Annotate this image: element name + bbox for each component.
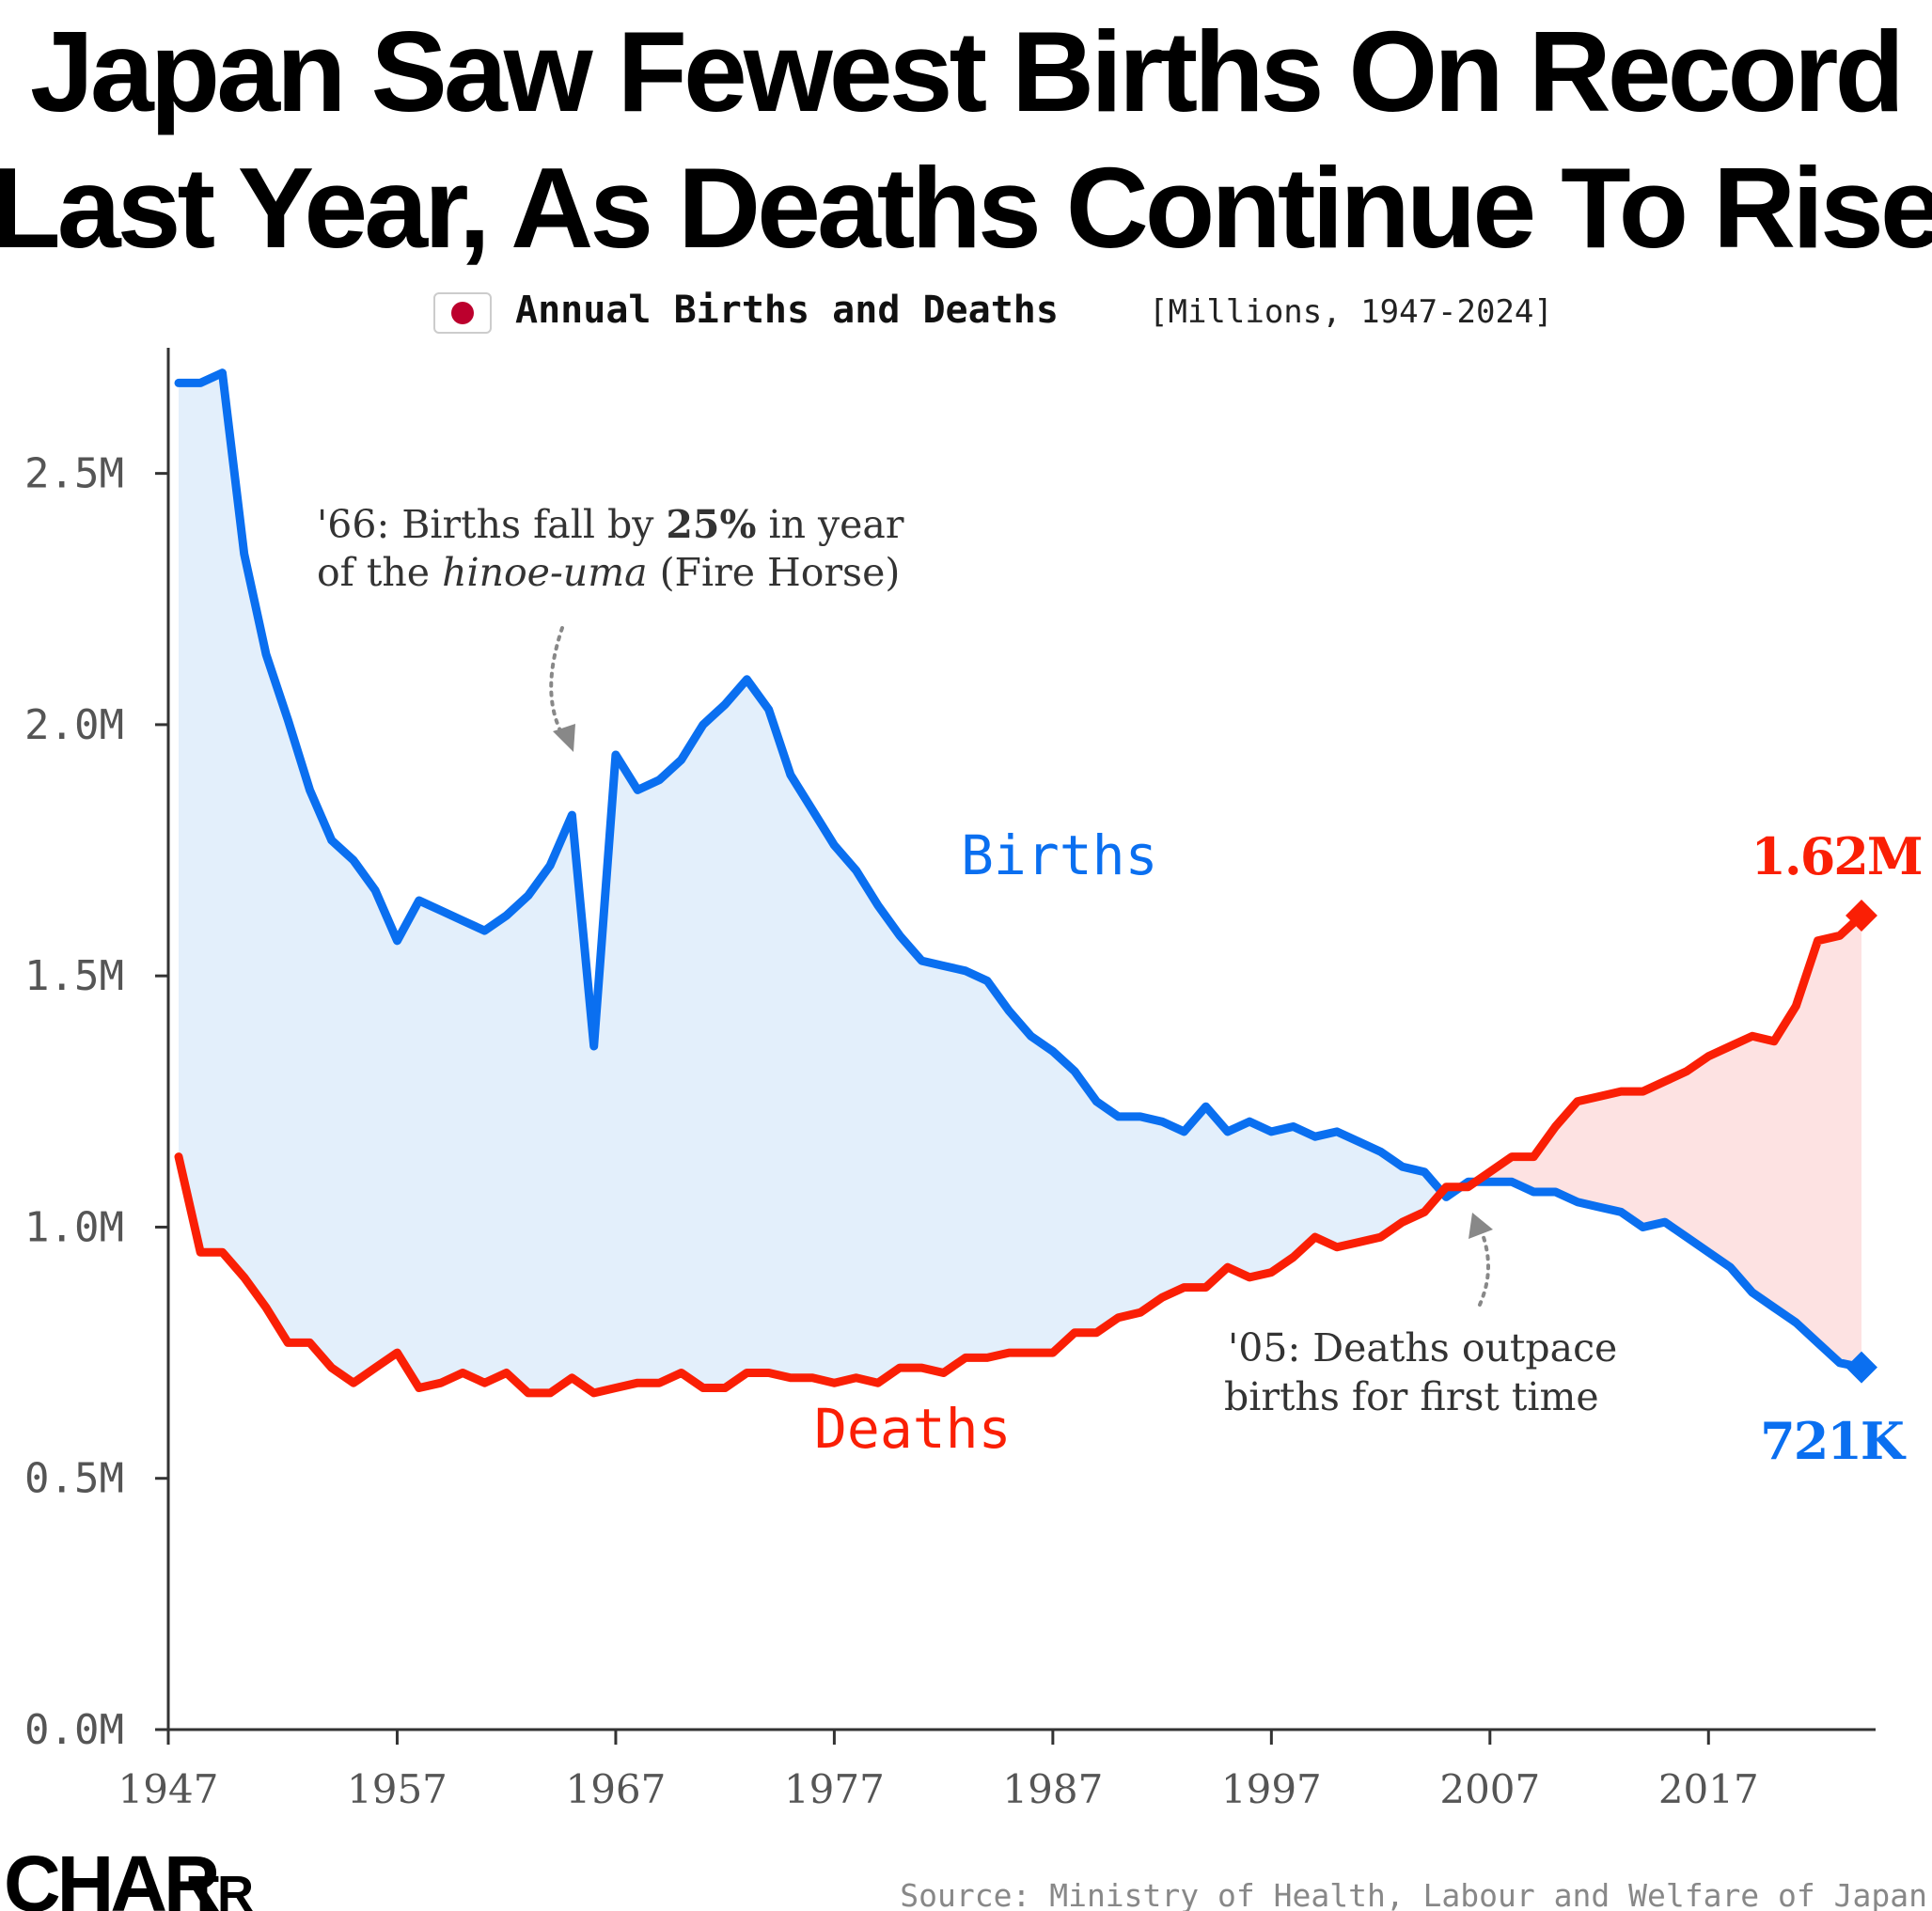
x-tick-label: 1997: [1221, 1766, 1322, 1812]
crossover-arrow: [1469, 1213, 1493, 1307]
x-tick-label: 1947: [118, 1766, 219, 1812]
x-tick-label: 1967: [565, 1766, 666, 1812]
japan-flag-icon: [433, 292, 492, 334]
x-tick-label: 1977: [784, 1766, 885, 1812]
logo-text-small: TR: [188, 1866, 253, 1911]
y-tick-label: 2.5M: [24, 450, 124, 498]
x-axis-ticks: 1947 1957 1967 1977 1987 1997 2007 2017: [118, 1730, 1759, 1812]
births-series-line: [174, 368, 1866, 1372]
chart-title-line-1: Japan Saw Fewest Births On Record: [30, 8, 1901, 135]
chart-title-line-2: Last Year, As Deaths Continue To Rise: [0, 144, 1932, 272]
births-end-label: 721K: [1760, 1411, 1907, 1471]
chartr-logo: CHAR TR: [4, 1840, 255, 1911]
chart-subtitle-range: [Millions, 1947-2024]: [1149, 293, 1553, 331]
x-tick-label: 1957: [347, 1766, 448, 1812]
y-tick-label: 0.0M: [24, 1706, 124, 1754]
logo-text-main: CHAR: [4, 1840, 219, 1911]
x-tick-label: 2007: [1439, 1766, 1540, 1812]
births-surplus-area: [179, 372, 1442, 1393]
y-tick-label: 2.0M: [24, 701, 124, 749]
deaths-end-label: 1.62M: [1751, 826, 1922, 886]
deaths-series-line: [174, 911, 1866, 1398]
deaths-series-label: Deaths: [814, 1397, 1012, 1461]
x-tick-label: 1987: [1002, 1766, 1103, 1812]
y-tick-label: 1.5M: [24, 952, 124, 1000]
y-tick-label: 0.5M: [24, 1455, 124, 1503]
fire-horse-annotation-line-2: of the hinoe-uma (Fire Horse): [317, 550, 900, 595]
y-tick-label: 1.0M: [24, 1203, 124, 1251]
chart-subtitle: Annual Births and Deaths: [515, 289, 1059, 332]
crossover-annotation-line-1: '05: Deaths outpace: [1228, 1325, 1617, 1371]
crossover-annotation-line-2: births for first time: [1224, 1374, 1599, 1419]
births-end-marker: [1846, 1351, 1877, 1384]
deaths-end-marker: [1846, 900, 1877, 932]
births-series-label: Births: [961, 823, 1158, 887]
fire-horse-annotation-line-1: '66: Births fall by 25% in year: [317, 502, 904, 547]
source-note: Source: Ministry of Health, Labour and W…: [900, 1877, 1927, 1911]
fire-horse-arrow: [549, 626, 575, 752]
y-axis-ticks: 0.0M 0.5M 1.0M 1.5M 2.0M 2.5M: [24, 450, 168, 1754]
deaths-surplus-area: [1441, 916, 1861, 1368]
x-tick-label: 2017: [1658, 1766, 1759, 1812]
